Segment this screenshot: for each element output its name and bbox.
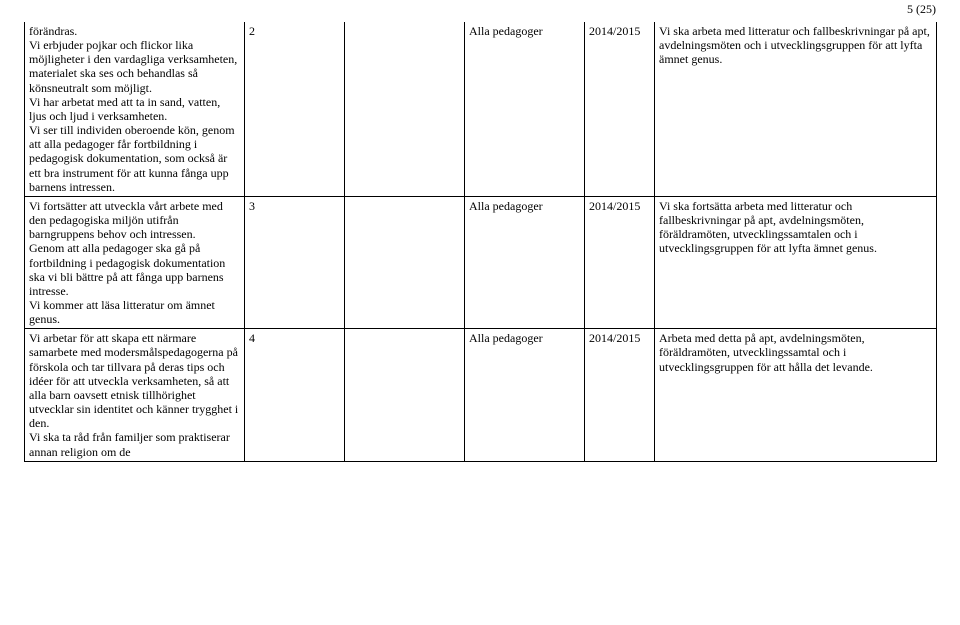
cell-text: Vi fortsätter att utveckla vårt arbete m… (25, 196, 245, 328)
cell-year: 2014/2015 (585, 196, 655, 328)
cell-text: förändras.Vi erbjuder pojkar och flickor… (25, 22, 245, 196)
content-table: förändras.Vi erbjuder pojkar och flickor… (24, 22, 937, 462)
cell-empty (345, 329, 465, 461)
table-row: Vi arbetar för att skapa ett närmare sam… (25, 329, 937, 461)
cell-priority: 3 (245, 196, 345, 328)
cell-action: Vi ska arbeta med litteratur och fallbes… (655, 22, 937, 196)
cell-action: Arbeta med detta på apt, avdelningsmöten… (655, 329, 937, 461)
cell-priority: 4 (245, 329, 345, 461)
cell-priority: 2 (245, 22, 345, 196)
cell-year: 2014/2015 (585, 329, 655, 461)
cell-responsible: Alla pedagoger (465, 329, 585, 461)
cell-responsible: Alla pedagoger (465, 22, 585, 196)
cell-empty (345, 196, 465, 328)
cell-text: Vi arbetar för att skapa ett närmare sam… (25, 329, 245, 461)
cell-empty (345, 22, 465, 196)
page-number: 5 (25) (907, 2, 936, 17)
cell-year: 2014/2015 (585, 22, 655, 196)
cell-action: Vi ska fortsätta arbeta med litteratur o… (655, 196, 937, 328)
cell-responsible: Alla pedagoger (465, 196, 585, 328)
table-row: förändras.Vi erbjuder pojkar och flickor… (25, 22, 937, 196)
table-row: Vi fortsätter att utveckla vårt arbete m… (25, 196, 937, 328)
